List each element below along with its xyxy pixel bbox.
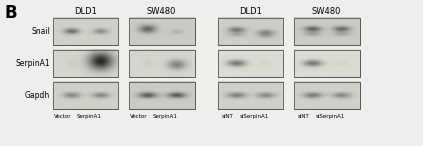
Text: siSerpinA1: siSerpinA1 — [315, 114, 345, 119]
Bar — [294, 82, 360, 109]
Bar — [129, 82, 195, 109]
Bar — [294, 50, 360, 77]
Bar — [129, 50, 195, 77]
Bar — [218, 18, 283, 45]
Bar — [294, 18, 360, 45]
Bar — [218, 82, 283, 109]
Text: siNT: siNT — [222, 114, 233, 119]
Text: Vector: Vector — [130, 114, 148, 119]
Text: DLD1: DLD1 — [74, 7, 97, 16]
Bar — [53, 50, 118, 77]
Bar — [294, 18, 360, 45]
Text: Snail: Snail — [31, 27, 50, 36]
Bar — [129, 50, 195, 77]
Bar — [294, 82, 360, 109]
Bar — [53, 50, 118, 77]
Text: SerpinA1: SerpinA1 — [77, 114, 101, 119]
Bar — [129, 82, 195, 109]
Bar — [218, 82, 283, 109]
Text: Gapdh: Gapdh — [25, 91, 50, 100]
Bar — [129, 18, 195, 45]
Bar — [53, 18, 118, 45]
Bar — [218, 50, 283, 77]
Text: DLD1: DLD1 — [239, 7, 262, 16]
Text: B: B — [4, 4, 17, 22]
Bar — [218, 18, 283, 45]
Text: siNT: siNT — [298, 114, 310, 119]
Text: SW480: SW480 — [312, 7, 341, 16]
Bar — [53, 82, 118, 109]
Bar — [53, 18, 118, 45]
Text: SerpinA1: SerpinA1 — [153, 114, 177, 119]
Bar — [129, 18, 195, 45]
Text: siSerpinA1: siSerpinA1 — [239, 114, 269, 119]
Bar — [294, 50, 360, 77]
Text: SerpinA1: SerpinA1 — [15, 59, 50, 68]
Bar — [53, 82, 118, 109]
Text: Vector: Vector — [54, 114, 71, 119]
Text: SW480: SW480 — [147, 7, 176, 16]
Bar — [218, 50, 283, 77]
